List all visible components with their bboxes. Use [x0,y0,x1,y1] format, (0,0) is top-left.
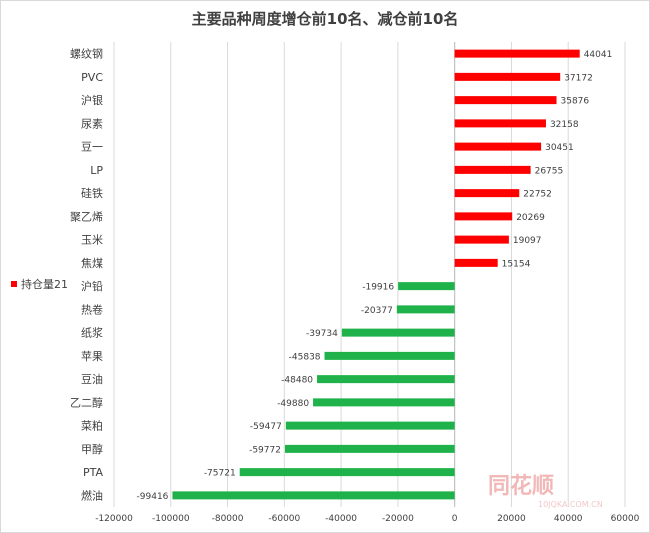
bar [454,142,542,151]
bar [454,119,546,128]
data-label: -19916 [362,283,394,293]
bar [317,375,455,384]
bar [285,421,455,430]
data-label: 22752 [523,190,552,200]
bar [172,491,455,500]
category-label: 沪银 [81,93,103,107]
x-tick-label: -60000 [268,514,300,524]
category-label: 燃油 [81,488,103,502]
category-label: 螺纹钢 [70,47,103,61]
bar [454,235,509,244]
legend-swatch [11,281,17,287]
data-label: -48480 [281,376,313,386]
x-tick-label: 20000 [497,514,526,524]
bar [313,398,455,407]
data-label: -59477 [250,422,282,432]
data-label: 19097 [513,236,542,246]
data-label: -45838 [289,352,321,362]
category-label: 甲醇 [81,442,103,456]
data-label: 15154 [502,259,531,269]
data-label: -39734 [306,329,338,339]
data-label: 32158 [550,120,579,130]
watermark-logo: 同花顺 [488,474,555,499]
data-label: 26755 [535,166,564,176]
legend: 持仓量21 [11,276,68,292]
data-label: -49880 [277,399,309,409]
x-tick-label: -100000 [152,514,190,524]
data-label: 20269 [516,213,545,223]
bar [398,282,455,291]
bar [324,351,455,360]
data-label: -59772 [249,445,281,455]
bar [454,212,513,221]
x-tick-label: -120000 [95,514,133,524]
category-label: 豆一 [81,141,103,154]
category-label: 聚乙烯 [70,210,103,223]
bar [454,96,557,105]
category-label: 热卷 [81,302,103,316]
category-label: 纸浆 [81,326,103,340]
data-label: -99416 [137,492,169,502]
x-tick-label: -20000 [382,514,414,524]
bar [454,72,561,81]
bar [454,49,580,58]
bar [239,468,455,477]
category-label: LP [90,164,103,177]
legend-label: 持仓量21 [21,278,68,291]
category-label: 焦煤 [81,257,103,270]
data-label: -20377 [361,306,393,316]
data-label: 35876 [561,97,590,107]
chart-title: 主要品种周度增仓前10名、减仓前10名 [191,10,459,28]
x-tick-label: 60000 [611,514,640,524]
category-label: 苹果 [81,349,103,363]
data-label: 37172 [564,73,593,83]
watermark-url: 10JQKA.COM.CN [538,500,603,509]
data-label: 44041 [584,50,613,60]
category-label: 豆油 [81,372,103,386]
x-tick-label: 40000 [554,514,583,524]
category-label: PTA [83,466,103,479]
category-label: 尿素 [81,117,103,130]
x-tick-label: -80000 [212,514,244,524]
x-tick-label: 0 [452,514,458,524]
category-label: 硅铁 [81,187,103,200]
bar [284,444,455,453]
x-tick-label: -40000 [325,514,357,524]
category-label: 菜粕 [81,419,103,433]
bar [396,305,455,314]
data-label: -75721 [204,469,236,479]
category-label: 乙二醇 [70,395,103,409]
bar [454,189,520,198]
bar [341,328,455,337]
data-label: 30451 [545,143,574,153]
category-label: 玉米 [81,234,103,247]
category-label: 沪铅 [81,279,103,293]
bar [454,165,531,174]
bar [454,258,498,267]
category-label: PVC [81,71,103,84]
